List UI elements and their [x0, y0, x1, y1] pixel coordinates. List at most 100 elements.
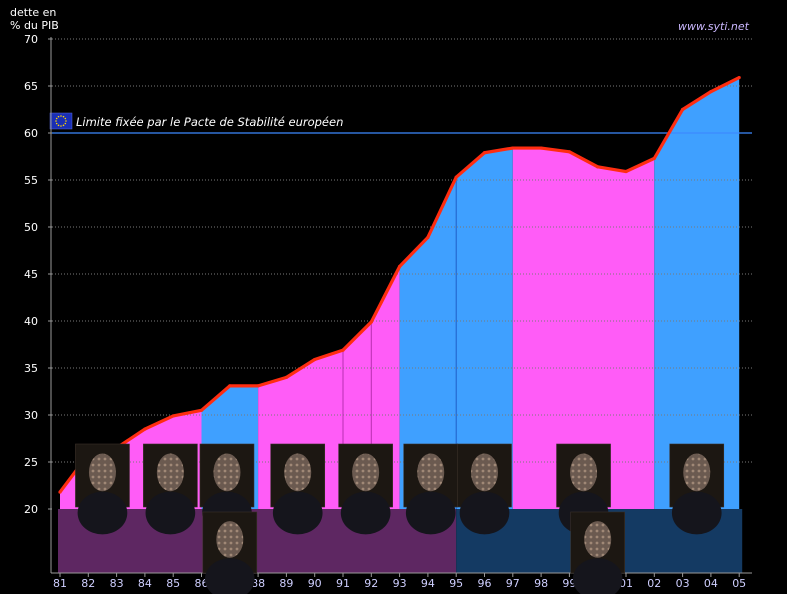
government-band-6: [654, 77, 740, 509]
government-band-5: [512, 148, 655, 510]
debt-point-87: [228, 384, 232, 388]
debt-point-94: [426, 235, 430, 239]
debt-point-2000: [596, 165, 600, 169]
reference-line-label: Limite fixée par le Pacte de Stabilité e…: [76, 115, 343, 129]
y-tick-label-40: 40: [24, 315, 38, 328]
x-tick-label-94: 94: [421, 577, 435, 590]
debt-point-92: [369, 320, 373, 324]
debt-point-86: [199, 408, 204, 412]
eu-flag-star: [55, 117, 58, 120]
x-tick-label-88: 88: [251, 577, 265, 590]
eu-flag-field: [49, 112, 73, 130]
y-tick-label-35: 35: [24, 362, 38, 375]
portrait-prime-minister-3-face: [213, 453, 241, 492]
debt-point-89: [284, 375, 288, 379]
x-tick-label-97: 97: [506, 577, 520, 590]
debt-point-02: [652, 156, 656, 160]
portrait-prime-minister-9-face: [683, 453, 711, 492]
debt-point-90: [313, 357, 317, 362]
y-tick-label-45: 45: [24, 268, 38, 281]
debt-point-99: [567, 150, 572, 154]
eu-flag-star: [57, 115, 60, 118]
portrait-prime-minister-6-face: [417, 453, 445, 492]
debt-point-04: [709, 90, 713, 94]
x-tick-label-89: 89: [279, 577, 293, 590]
portrait-prime-minister-9: [669, 443, 725, 535]
x-tick-label-83: 83: [110, 577, 124, 590]
portrait-president-1: [202, 511, 258, 594]
debt-point-01: [624, 169, 628, 174]
y-tick-label-65: 65: [24, 80, 38, 93]
y-tick-label-20: 20: [24, 503, 38, 516]
x-tick-label-82: 82: [81, 577, 95, 590]
x-tick-label-85: 85: [166, 577, 180, 590]
debt-line-group: [58, 75, 741, 494]
portrait-prime-minister-2-face: [156, 453, 184, 492]
x-tick-label-90: 90: [308, 577, 322, 590]
portrait-prime-minister-8-face: [570, 453, 598, 492]
eu-flag-star: [64, 117, 67, 120]
eu-flag-star: [60, 125, 62, 127]
portrait-prime-minister-5-face: [352, 453, 380, 492]
portrait-prime-minister-7: [457, 443, 512, 535]
debt-point-81: [58, 490, 62, 494]
y-tick-label-60: 60: [24, 127, 38, 140]
eu-flag-icon: [49, 112, 73, 130]
x-tick-label-03: 03: [676, 577, 690, 590]
eu-flag-star: [55, 122, 58, 125]
x-tick-label-96: 96: [478, 577, 492, 590]
portrait-prime-minister-2: [143, 443, 198, 535]
debt-point-88: [256, 384, 260, 388]
x-tick-label-81: 81: [53, 577, 67, 590]
site-watermark: www.syti.net: [678, 20, 749, 33]
portrait-prime-minister-1-face: [88, 453, 116, 492]
x-tick-label-04: 04: [704, 577, 718, 590]
debt-point-97: [511, 146, 515, 150]
debt-point-85: [171, 414, 175, 418]
portrait-prime-minister-9-shoulders: [671, 491, 722, 535]
x-tick-label-93: 93: [393, 577, 407, 590]
eu-flag-star: [55, 120, 57, 122]
portrait-prime-minister-4-shoulders: [272, 491, 323, 535]
debt-point-84: [143, 427, 147, 431]
eu-flag-star: [57, 124, 60, 127]
x-tick-label-92: 92: [364, 577, 378, 590]
y-tick-label-25: 25: [24, 456, 38, 469]
portraits: [75, 443, 725, 594]
portrait-prime-minister-2-shoulders: [145, 491, 196, 535]
debt-point-93: [398, 264, 402, 269]
y-tick-label-55: 55: [24, 174, 38, 187]
eu-flag-star: [62, 124, 65, 127]
y-tick-label-70: 70: [24, 33, 38, 46]
y-axis-unit-label: dette en % du PIB: [10, 6, 59, 32]
y-tick-label-50: 50: [24, 221, 38, 234]
x-tick-label-84: 84: [138, 577, 152, 590]
x-tick-label-86: 86: [195, 577, 209, 590]
portrait-prime-minister-7-face: [471, 453, 498, 492]
unit-line-1: dette en: [10, 6, 57, 19]
portrait-president-2: [570, 511, 626, 594]
portrait-prime-minister-6: [403, 443, 459, 535]
portrait-prime-minister-7-shoulders: [459, 491, 510, 535]
portrait-prime-minister-6-shoulders: [405, 491, 456, 535]
portrait-prime-minister-1: [75, 443, 130, 535]
eu-flag-star: [64, 122, 67, 125]
portrait-prime-minister-5-shoulders: [340, 491, 391, 535]
x-tick-label-98: 98: [534, 577, 548, 590]
eu-flag-star: [65, 120, 67, 122]
portrait-president-1-face: [216, 521, 244, 558]
eu-flag-star: [60, 115, 62, 117]
portrait-prime-minister-1-shoulders: [77, 491, 128, 535]
debt-point-05: [737, 75, 741, 80]
x-tick-label-02: 02: [647, 577, 661, 590]
x-tick-label-01: 01: [619, 577, 633, 590]
reference-line-group: Limite fixée par le Pacte de Stabilité e…: [49, 112, 752, 134]
debt-point-91: [341, 348, 345, 352]
portrait-prime-minister-4-face: [284, 453, 312, 492]
unit-line-2: % du PIB: [10, 19, 59, 32]
x-tick-label-91: 91: [336, 577, 350, 590]
x-tick-label-99: 99: [562, 577, 576, 590]
debt-point-03: [681, 107, 685, 112]
portrait-prime-minister-5: [338, 443, 393, 535]
